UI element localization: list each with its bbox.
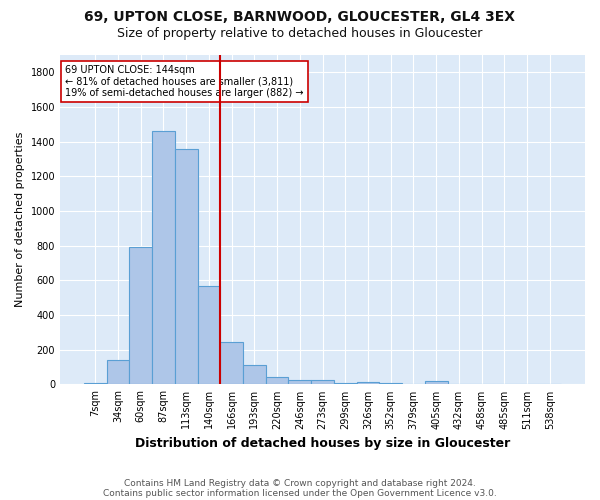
Bar xyxy=(130,248,152,384)
Bar xyxy=(220,342,243,384)
Bar xyxy=(356,382,379,384)
Bar xyxy=(243,366,266,384)
Bar xyxy=(175,148,197,384)
Bar xyxy=(334,382,356,384)
Text: Contains public sector information licensed under the Open Government Licence v3: Contains public sector information licen… xyxy=(103,488,497,498)
Bar xyxy=(266,378,289,384)
Text: 69, UPTON CLOSE, BARNWOOD, GLOUCESTER, GL4 3EX: 69, UPTON CLOSE, BARNWOOD, GLOUCESTER, G… xyxy=(85,10,515,24)
Bar xyxy=(197,286,220,384)
Bar xyxy=(107,360,130,384)
Y-axis label: Number of detached properties: Number of detached properties xyxy=(15,132,25,308)
Text: 69 UPTON CLOSE: 144sqm
← 81% of detached houses are smaller (3,811)
19% of semi-: 69 UPTON CLOSE: 144sqm ← 81% of detached… xyxy=(65,65,304,98)
Bar xyxy=(379,382,402,384)
Bar xyxy=(152,132,175,384)
Bar xyxy=(311,380,334,384)
Text: Size of property relative to detached houses in Gloucester: Size of property relative to detached ho… xyxy=(118,28,482,40)
Bar xyxy=(84,382,107,384)
Bar xyxy=(289,380,311,384)
Bar xyxy=(425,382,448,384)
X-axis label: Distribution of detached houses by size in Gloucester: Distribution of detached houses by size … xyxy=(135,437,510,450)
Text: Contains HM Land Registry data © Crown copyright and database right 2024.: Contains HM Land Registry data © Crown c… xyxy=(124,478,476,488)
